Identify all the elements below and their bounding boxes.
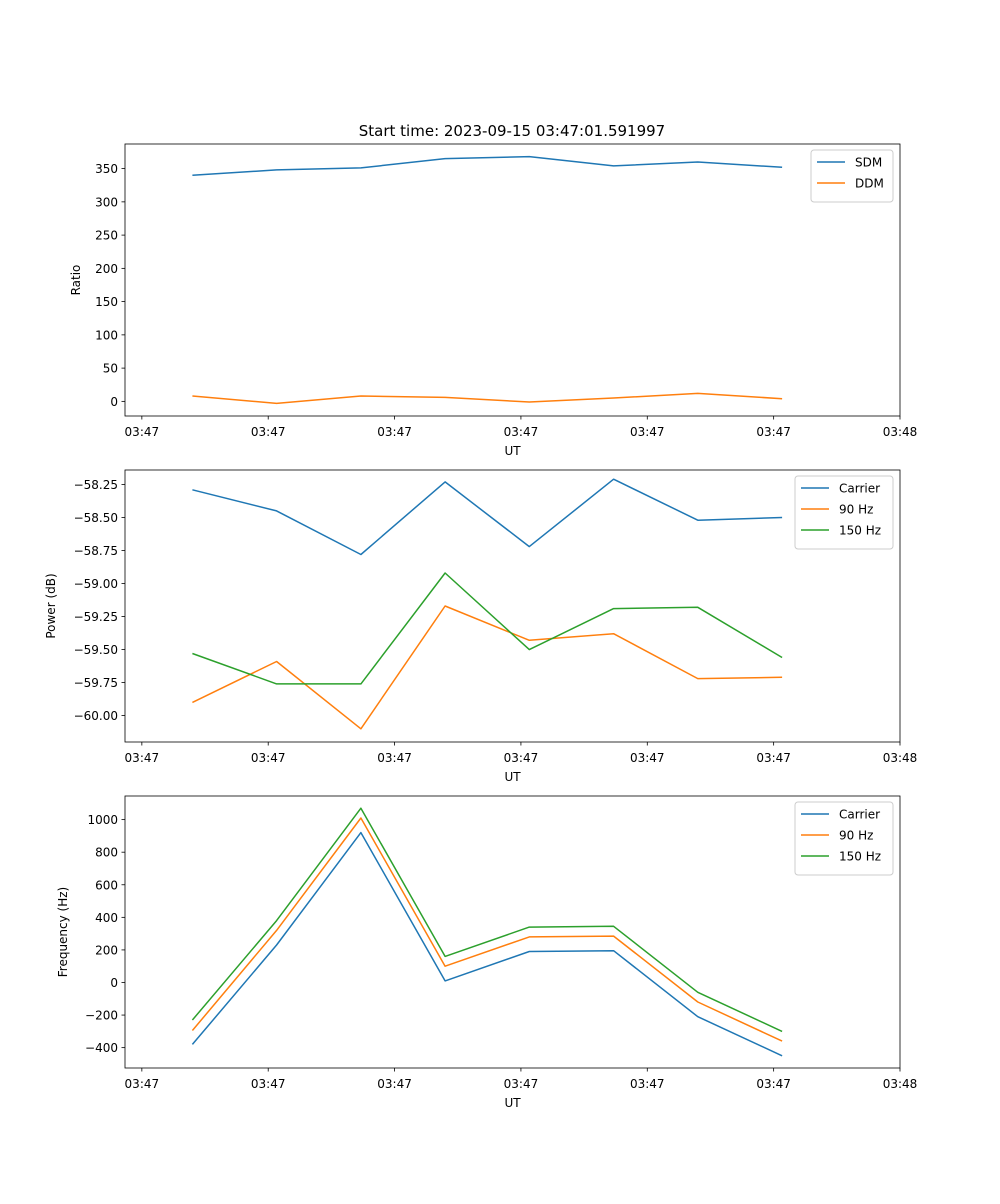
x-tick-label: 03:48 xyxy=(883,1077,918,1091)
y-tick-label: 0 xyxy=(110,395,118,409)
legend: SDM DDM xyxy=(810,149,894,203)
series-line-150-hz xyxy=(192,572,783,685)
legend-entry: 90 Hz xyxy=(839,829,873,843)
plot-panel-2: −60.00 −59.75 −59.50 −59.25 −59.00 −58.75 −58.… xyxy=(44,469,918,784)
x-tick-label: 03:48 xyxy=(883,425,918,439)
x-tick-label: 03:47 xyxy=(251,1077,286,1091)
y-tick-label: −200 xyxy=(85,1009,118,1023)
x-tick-label: 03:47 xyxy=(377,751,412,765)
y-tick-label: −58.75 xyxy=(74,544,118,558)
y-tick-label: −58.25 xyxy=(74,478,118,492)
y-tick-label: −400 xyxy=(85,1041,118,1055)
legend: Carrier 90 Hz 150 Hz xyxy=(794,801,894,876)
y-tick-label: 50 xyxy=(103,362,118,376)
series-line-150-hz xyxy=(191,807,783,1033)
y-axis-label: Power (dB) xyxy=(44,573,58,638)
plot-panel-3: −400 −200 0 200 400 600 800 1000 03:47 03:47 03:47… xyxy=(56,795,918,1110)
y-tick-label: 800 xyxy=(95,846,118,860)
y-axis-label: Ratio xyxy=(69,265,83,296)
y-tick-label: −59.25 xyxy=(74,610,118,624)
x-tick-label: 03:47 xyxy=(756,1077,791,1091)
x-tick-label: 03:47 xyxy=(377,1077,412,1091)
legend-entry: 150 Hz xyxy=(839,850,881,864)
x-tick-label: 03:47 xyxy=(125,425,160,439)
y-tick-label: 200 xyxy=(95,262,118,276)
x-tick-label: 03:47 xyxy=(504,751,539,765)
legend-entry: DDM xyxy=(855,177,884,191)
y-tick-label: 600 xyxy=(95,878,118,892)
series-line-ddm xyxy=(192,392,783,405)
y-tick-label: −59.75 xyxy=(74,676,118,690)
legend-box xyxy=(810,149,894,203)
y-tick-label: 400 xyxy=(95,911,118,925)
x-tick-label: 03:47 xyxy=(630,1077,665,1091)
series-line-90-hz xyxy=(192,605,783,730)
x-tick-label: 03:48 xyxy=(883,751,918,765)
x-tick-label: 03:47 xyxy=(125,751,160,765)
y-tick-label: 150 xyxy=(95,295,118,309)
figure-title: Start time: 2023-09-15 03:47:01.591997 xyxy=(359,122,665,140)
y-tick-label: −59.50 xyxy=(74,643,118,657)
x-axis-label: UT xyxy=(504,770,521,784)
series-line-90-hz xyxy=(191,817,783,1042)
legend-entry: Carrier xyxy=(839,808,880,822)
x-tick-label: 03:47 xyxy=(630,425,665,439)
y-tick-label: 350 xyxy=(95,162,118,176)
series-line-carrier xyxy=(192,478,783,556)
y-axis-label: Frequency (Hz) xyxy=(56,887,70,978)
y-tick-label: 1000 xyxy=(87,813,118,827)
axes-frame xyxy=(124,469,901,743)
plot-panel-1: 0 50 100 150 200 250 300 350 03:47 03:47 03:47 03:4… xyxy=(69,143,918,458)
y-tick-label: 300 xyxy=(95,195,118,209)
x-tick-label: 03:47 xyxy=(125,1077,160,1091)
axes-frame xyxy=(124,795,901,1069)
x-tick-label: 03:47 xyxy=(504,425,539,439)
y-tick-label: −60.00 xyxy=(74,709,118,723)
y-tick-label: 100 xyxy=(95,328,118,342)
x-axis-label: UT xyxy=(504,1096,521,1110)
y-tick-label: 0 xyxy=(110,976,118,990)
x-tick-label: 03:47 xyxy=(377,425,412,439)
legend: Carrier 90 Hz 150 Hz xyxy=(794,475,894,550)
x-tick-label: 03:47 xyxy=(251,425,286,439)
x-tick-label: 03:47 xyxy=(756,425,791,439)
x-tick-label: 03:47 xyxy=(756,751,791,765)
y-tick-label: 200 xyxy=(95,943,118,957)
x-tick-label: 03:47 xyxy=(630,751,665,765)
x-tick-label: 03:47 xyxy=(251,751,286,765)
axes-frame xyxy=(124,143,901,417)
legend-entry: 150 Hz xyxy=(839,524,881,538)
x-tick-label: 03:47 xyxy=(504,1077,539,1091)
series-line-sdm xyxy=(192,155,783,177)
x-axis-label: UT xyxy=(504,444,521,458)
legend-entry: 90 Hz xyxy=(839,503,873,517)
legend-entry: SDM xyxy=(855,156,882,170)
y-tick-label: 250 xyxy=(95,229,118,243)
series-line-carrier xyxy=(191,831,783,1057)
y-tick-label: −58.50 xyxy=(74,511,118,525)
legend-entry: Carrier xyxy=(839,482,880,496)
y-tick-label: −59.00 xyxy=(74,577,118,591)
